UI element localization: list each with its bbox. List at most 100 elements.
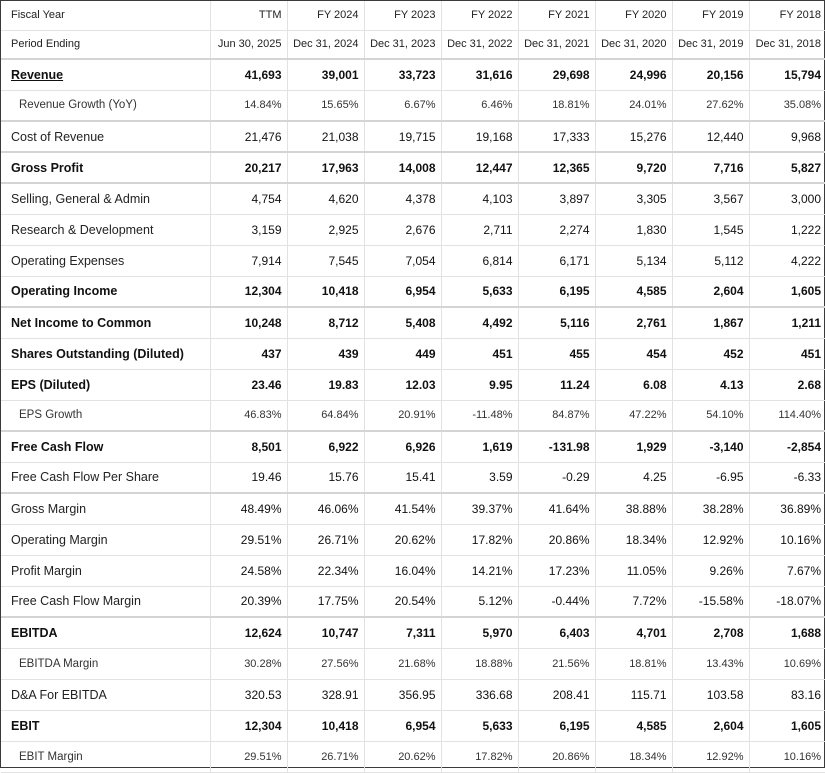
value-cell: 7.72%: [595, 586, 673, 618]
value-cell: 3,000: [749, 183, 825, 215]
value-cell: 10,418: [287, 710, 365, 742]
row-label: EBITDA Margin: [19, 657, 99, 670]
value-cell: 4,103: [441, 183, 519, 215]
value-cell: 12.92%: [672, 741, 750, 773]
value-cell: 1,605: [749, 276, 825, 308]
year-header-fy2023[interactable]: FY 2023: [364, 1, 442, 31]
period-cell: Dec 31, 2023: [364, 30, 442, 60]
value-cell: 15.65%: [287, 90, 365, 122]
value-cell: 7,716: [672, 152, 750, 184]
value-cell: 12,365: [518, 152, 596, 184]
value-cell: 84.87%: [518, 400, 596, 432]
value-cell: 11.24: [518, 369, 596, 401]
value-cell: 7,545: [287, 245, 365, 277]
year-header-fy2019[interactable]: FY 2019: [672, 1, 750, 31]
value-cell: 18.81%: [518, 90, 596, 122]
year-header-fy2024[interactable]: FY 2024: [287, 1, 365, 31]
value-cell: 7,311: [364, 617, 442, 649]
year-header-fy2020[interactable]: FY 2020: [595, 1, 673, 31]
value-cell: 6.67%: [364, 90, 442, 122]
row-label-cell: Free Cash Flow: [1, 431, 211, 463]
value-cell: 451: [749, 338, 825, 370]
value-cell: 6,922: [287, 431, 365, 463]
value-cell: 5,112: [672, 245, 750, 277]
value-cell: 5.12%: [441, 586, 519, 618]
value-cell: 6,954: [364, 276, 442, 308]
table-body: Revenue 41,693 39,001 33,723 31,616 29,698 24,…: [1, 59, 825, 773]
table-row-da-for-ebitda: D&A For EBITDA 320.53 328.91 356.95 336.68 20…: [1, 679, 825, 711]
value-cell: 15.41: [364, 462, 442, 494]
value-cell: 2,925: [287, 214, 365, 246]
value-cell: 19.46: [210, 462, 288, 494]
value-cell: 4.13: [672, 369, 750, 401]
value-cell: 4,378: [364, 183, 442, 215]
table-row-net-income: Net Income to Common 10,248 8,712 5,408 4,49…: [1, 307, 825, 339]
value-cell: 12,304: [210, 710, 288, 742]
value-cell: 54.10%: [672, 400, 750, 432]
value-cell: 9.95: [441, 369, 519, 401]
row-label-cell: EBITDA: [1, 617, 211, 649]
value-cell: 454: [595, 338, 673, 370]
row-label: Cost of Revenue: [11, 129, 105, 144]
value-cell: 6,926: [364, 431, 442, 463]
value-cell: 7,054: [364, 245, 442, 277]
value-cell: 6,195: [518, 276, 596, 308]
value-cell: -6.33: [749, 462, 825, 494]
table-row-eps-diluted: EPS (Diluted) 23.46 19.83 12.03 9.95 11.24 6.0…: [1, 369, 825, 401]
value-cell: 4,701: [595, 617, 673, 649]
value-cell: 4,492: [441, 307, 519, 339]
table-row-cost-of-revenue: Cost of Revenue 21,476 21,038 19,715 19,168 1…: [1, 121, 825, 153]
period-cell: Dec 31, 2021: [518, 30, 596, 60]
row-label: EPS Growth: [19, 409, 83, 422]
value-cell: 47.22%: [595, 400, 673, 432]
value-cell: 2,676: [364, 214, 442, 246]
value-cell: 1,688: [749, 617, 825, 649]
value-cell: 4.25: [595, 462, 673, 494]
value-cell: 12,304: [210, 276, 288, 308]
table-row-fcf-margin: Free Cash Flow Margin 20.39% 17.75% 20.54% 5…: [1, 586, 825, 618]
row-label: Net Income to Common: [11, 315, 152, 330]
value-cell: 46.83%: [210, 400, 288, 432]
value-cell: 17.82%: [441, 524, 519, 556]
row-label-cell: Operating Margin: [1, 524, 211, 556]
table-row-revenue: Revenue 41,693 39,001 33,723 31,616 29,698 24,…: [1, 59, 825, 91]
value-cell: 21.56%: [518, 648, 596, 680]
value-cell: 26.71%: [287, 741, 365, 773]
row-label-cell[interactable]: Revenue: [1, 59, 211, 91]
value-cell: 20,156: [672, 59, 750, 91]
value-cell: 9,968: [749, 121, 825, 153]
value-cell: 12,447: [441, 152, 519, 184]
value-cell: 20.39%: [210, 586, 288, 618]
value-cell: -0.29: [518, 462, 596, 494]
value-cell: 5,827: [749, 152, 825, 184]
value-cell: 320.53: [210, 679, 288, 711]
value-cell: 4,620: [287, 183, 365, 215]
row-label-link[interactable]: Revenue: [11, 67, 64, 82]
value-cell: -18.07%: [749, 586, 825, 618]
value-cell: 1,545: [672, 214, 750, 246]
row-label-cell: Operating Income: [1, 276, 211, 308]
year-header-fy2022[interactable]: FY 2022: [441, 1, 519, 31]
row-label-cell: Gross Profit: [1, 152, 211, 184]
value-cell: -6.95: [672, 462, 750, 494]
row-label-cell: Free Cash Flow Per Share: [1, 462, 211, 494]
value-cell: 15,276: [595, 121, 673, 153]
row-label-cell: EBIT: [1, 710, 211, 742]
table-row-gross-margin: Gross Margin 48.49% 46.06% 41.54% 39.37% 41.6…: [1, 493, 825, 525]
row-label: Operating Margin: [11, 532, 108, 547]
table-row-operating-margin: Operating Margin 29.51% 26.71% 20.62% 17.82%…: [1, 524, 825, 556]
year-header-fy2018[interactable]: FY 2018: [749, 1, 825, 31]
value-cell: 2,711: [441, 214, 519, 246]
value-cell: 18.34%: [595, 524, 673, 556]
row-label-cell: Gross Margin: [1, 493, 211, 525]
value-cell: 17,333: [518, 121, 596, 153]
year-header-fy2021[interactable]: FY 2021: [518, 1, 596, 31]
year-header-ttm[interactable]: TTM: [210, 1, 288, 31]
value-cell: 4,222: [749, 245, 825, 277]
value-cell: 103.58: [672, 679, 750, 711]
value-cell: 39,001: [287, 59, 365, 91]
value-cell: 39.37%: [441, 493, 519, 525]
value-cell: 10.16%: [749, 741, 825, 773]
